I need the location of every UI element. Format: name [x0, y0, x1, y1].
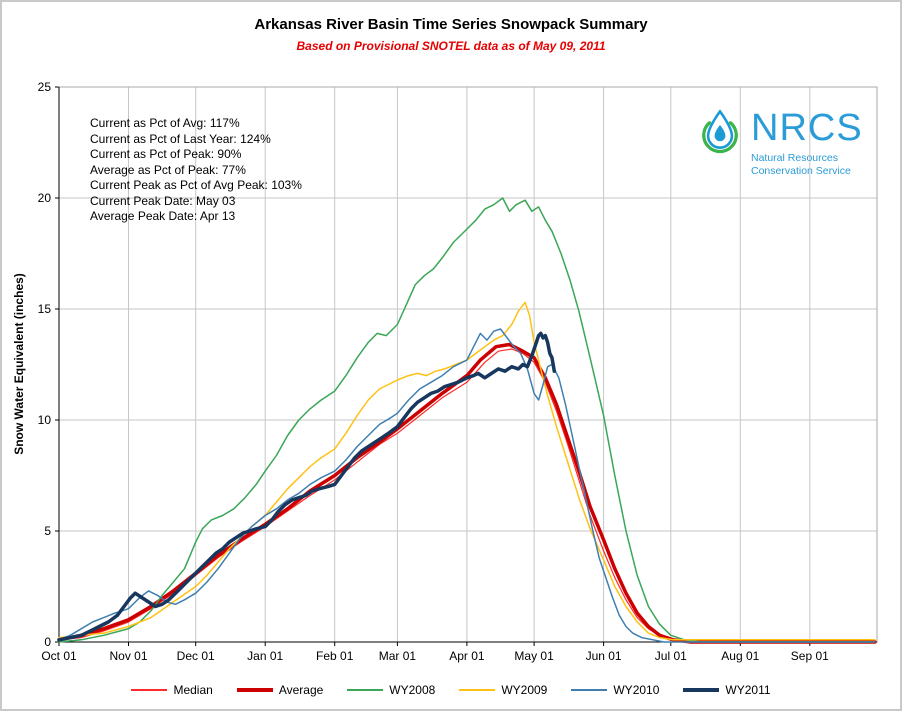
legend-label: WY2009 — [501, 683, 548, 697]
chart-legend: Median Average WY2008 WY2009 WY2010 WY2011 — [2, 683, 900, 697]
nrcs-drop-icon — [702, 109, 738, 154]
nrcs-logo-subtext: Natural Resources Conservation Service — [751, 152, 863, 177]
svg-text:Jul 01: Jul 01 — [655, 649, 687, 663]
legend-swatch — [459, 689, 496, 691]
svg-text:Oct 01: Oct 01 — [41, 649, 77, 663]
svg-text:15: 15 — [38, 302, 52, 316]
stat-line: Current Peak Date: May 03 — [90, 193, 236, 208]
nrcs-logo-text: NRCS Natural Resources Conservation Serv… — [751, 106, 863, 177]
chart-title: Arkansas River Basin Time Series Snowpac… — [254, 16, 648, 33]
legend-item-median: Median — [131, 683, 213, 697]
svg-text:Dec 01: Dec 01 — [177, 649, 215, 663]
legend-swatch — [131, 689, 168, 691]
svg-text:20: 20 — [38, 191, 52, 205]
legend-label: Average — [278, 683, 324, 697]
legend-label: WY2011 — [725, 683, 771, 697]
logo-subtext-line2: Conservation Service — [751, 164, 851, 177]
stat-line: Current as Pct of Peak: 90% — [90, 147, 242, 161]
legend-label: WY2010 — [613, 683, 660, 697]
nrcs-wordmark: NRCS — [751, 107, 863, 149]
legend-label: Median — [173, 683, 213, 697]
stat-line: Average as Pct of Peak: 77% — [90, 162, 246, 177]
svg-text:Jan 01: Jan 01 — [247, 649, 283, 663]
svg-text:0: 0 — [44, 635, 51, 649]
legend-swatch — [571, 689, 608, 691]
chart-subtitle: Based on Provisional SNOTEL data as of M… — [296, 39, 606, 53]
svg-text:Nov 01: Nov 01 — [109, 649, 147, 663]
svg-text:25: 25 — [38, 80, 52, 94]
svg-text:May 01: May 01 — [514, 649, 554, 663]
legend-swatch — [347, 689, 384, 691]
stat-line: Current Peak as Pct of Avg Peak: 103% — [90, 178, 302, 192]
legend-swatch — [236, 688, 273, 692]
svg-text:Sep 01: Sep 01 — [791, 649, 829, 663]
stats-block: Current as Pct of Avg: 117% Current as Pc… — [90, 116, 302, 225]
svg-text:Mar 01: Mar 01 — [379, 649, 417, 663]
legend-item-wy2011: WY2011 — [683, 683, 771, 697]
legend-label: WY2008 — [389, 683, 436, 697]
legend-item-wy2010: WY2010 — [571, 683, 659, 697]
logo-subtext-line1: Natural Resources — [751, 152, 838, 164]
stat-line: Current as Pct of Avg: 117% — [90, 116, 240, 130]
legend-swatch — [683, 688, 720, 692]
svg-text:Aug 01: Aug 01 — [721, 649, 759, 663]
svg-text:Jun 01: Jun 01 — [586, 649, 622, 663]
stat-line: Current as Pct of Last Year: 124% — [90, 131, 271, 146]
legend-item-wy2009: WY2009 — [459, 683, 547, 697]
stat-line: Average Peak Date: Apr 13 — [90, 209, 236, 223]
svg-text:Apr 01: Apr 01 — [449, 649, 485, 663]
legend-item-average: Average — [236, 683, 324, 697]
nrcs-logo: NRCS Natural Resources Conservation Serv… — [694, 106, 863, 177]
legend-item-wy2008: WY2008 — [347, 683, 435, 697]
svg-text:Feb 01: Feb 01 — [316, 649, 354, 663]
svg-text:10: 10 — [38, 413, 52, 427]
svg-text:5: 5 — [44, 524, 51, 538]
